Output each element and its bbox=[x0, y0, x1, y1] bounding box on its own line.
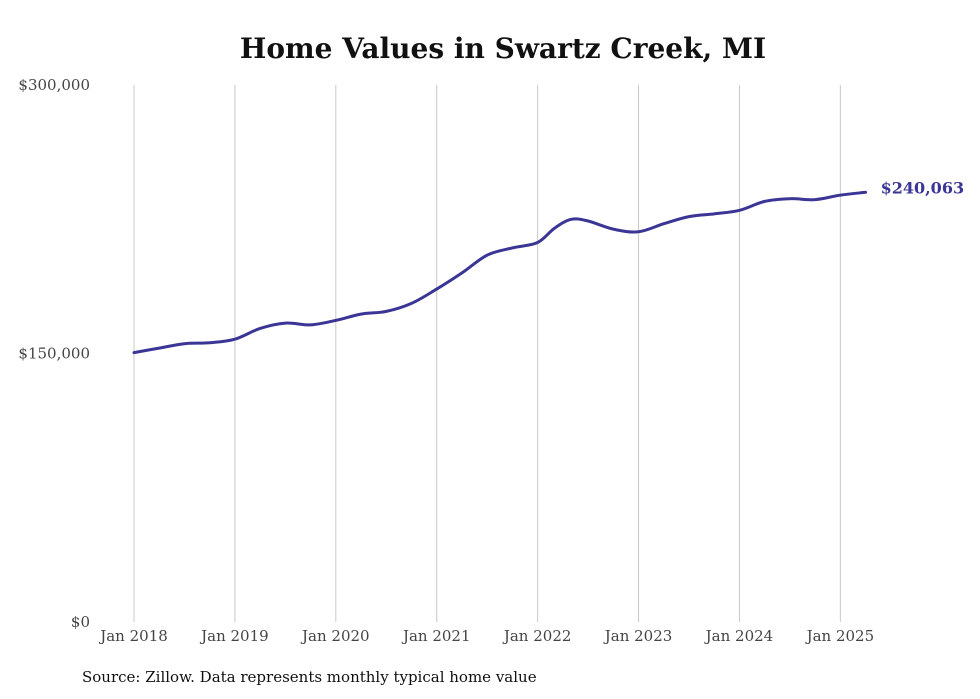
data-point bbox=[460, 271, 463, 274]
x-tick-label: Jan 2022 bbox=[502, 627, 572, 645]
data-point bbox=[839, 194, 842, 197]
data-point bbox=[763, 200, 766, 203]
x-tick-label: Jan 2024 bbox=[704, 627, 774, 645]
data-point bbox=[133, 351, 136, 354]
x-tick-label: Jan 2018 bbox=[98, 627, 168, 645]
data-point bbox=[158, 347, 161, 350]
data-point bbox=[570, 218, 573, 221]
data-point bbox=[612, 228, 615, 231]
end-value-label: $240,063 bbox=[881, 178, 965, 197]
data-point bbox=[713, 212, 716, 215]
data-point bbox=[360, 313, 363, 316]
x-tick-label: Jan 2025 bbox=[805, 627, 875, 645]
data-point bbox=[662, 222, 665, 225]
data-point bbox=[587, 220, 590, 223]
series-layer: $240,063 bbox=[132, 178, 965, 355]
x-tick-label: Jan 2023 bbox=[603, 627, 673, 645]
data-point bbox=[486, 254, 489, 257]
series-line bbox=[132, 190, 868, 355]
data-point bbox=[435, 288, 438, 291]
data-point bbox=[814, 198, 817, 201]
data-point bbox=[536, 241, 539, 244]
data-point bbox=[284, 322, 287, 325]
data-point bbox=[183, 342, 186, 345]
data-point bbox=[864, 191, 867, 194]
data-point bbox=[309, 323, 312, 326]
data-point bbox=[385, 310, 388, 313]
data-point bbox=[788, 197, 791, 200]
x-tick-label: Jan 2021 bbox=[401, 627, 471, 645]
x-tick-label: Jan 2020 bbox=[300, 627, 370, 645]
data-point bbox=[259, 327, 262, 330]
axis-labels: Jan 2018 Jan 2019 Jan 2020 Jan 2021 Jan 2022… bbox=[18, 76, 874, 645]
chart-title: Home Values in Swartz Creek, MI bbox=[239, 32, 767, 65]
data-point bbox=[553, 227, 556, 230]
data-point bbox=[637, 230, 640, 233]
gridlines bbox=[133, 85, 841, 622]
y-tick-label: $0 bbox=[71, 613, 90, 631]
source-note: Source: Zillow. Data represents monthly … bbox=[82, 668, 537, 686]
data-point bbox=[233, 338, 236, 341]
y-tick-label: $150,000 bbox=[18, 345, 90, 363]
data-point bbox=[208, 341, 211, 344]
y-tick-label: $300,000 bbox=[18, 76, 90, 94]
data-point bbox=[688, 215, 691, 218]
data-point bbox=[511, 246, 514, 249]
data-point bbox=[738, 209, 741, 212]
data-point bbox=[334, 319, 337, 322]
x-tick-label: Jan 2019 bbox=[199, 627, 269, 645]
data-point bbox=[410, 302, 413, 305]
